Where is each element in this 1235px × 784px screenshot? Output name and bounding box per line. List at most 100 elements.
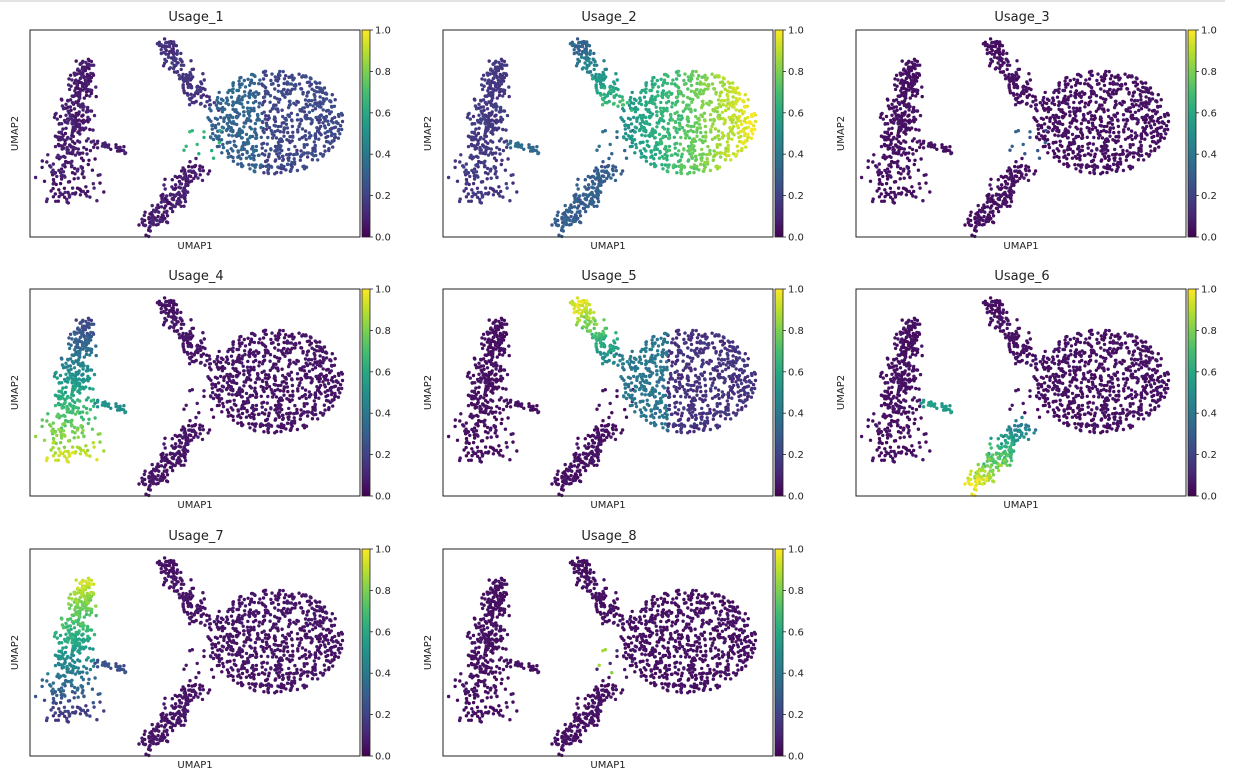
umap-point [336, 136, 341, 140]
umap-point [885, 167, 890, 171]
umap-point [1099, 129, 1103, 134]
umap-point [1108, 126, 1113, 130]
umap-point [607, 172, 611, 176]
umap-point [57, 188, 61, 192]
umap-point [653, 102, 657, 106]
umap-point [900, 146, 904, 151]
umap-point [299, 154, 303, 159]
umap-point [568, 218, 572, 223]
umap-point [465, 115, 470, 120]
umap-point [704, 134, 708, 138]
umap-point [1114, 152, 1119, 156]
umap-point [1014, 160, 1018, 164]
umap-point [472, 130, 477, 134]
umap-point [897, 140, 901, 144]
umap-point [495, 145, 499, 150]
umap-point [644, 83, 648, 88]
umap-point [1012, 82, 1016, 87]
umap-point [300, 127, 305, 131]
umap-point [243, 121, 248, 125]
umap-point [242, 147, 246, 151]
umap-point [982, 214, 986, 219]
umap-point [66, 121, 70, 125]
umap-point [1077, 144, 1081, 149]
umap-point [252, 109, 256, 113]
umap-point [713, 127, 718, 131]
umap-point [181, 72, 185, 77]
umap-point [1047, 98, 1051, 103]
umap-point [269, 165, 274, 169]
umap-point [287, 156, 291, 160]
umap-point [1159, 136, 1163, 140]
umap-point [740, 148, 744, 153]
umap-point [989, 57, 993, 62]
umap-point [997, 197, 1002, 202]
umap-point [74, 93, 78, 97]
umap-point [504, 139, 509, 143]
umap-point [506, 157, 510, 161]
umap-point [895, 108, 899, 113]
umap-point [284, 92, 289, 96]
umap-point [237, 101, 241, 105]
umap-point [633, 130, 637, 134]
umap-point [292, 157, 296, 161]
umap-point [324, 135, 328, 140]
umap-point [888, 118, 893, 123]
umap-point [505, 186, 509, 190]
umap-point [989, 187, 993, 191]
umap-point [213, 116, 218, 121]
umap-point [1056, 103, 1061, 108]
umap-point [700, 114, 705, 119]
umap-point [534, 149, 539, 153]
umap-point [1000, 57, 1004, 61]
umap-point [159, 51, 163, 56]
umap-point [1043, 140, 1047, 145]
umap-point [318, 131, 322, 135]
umap-point [904, 128, 909, 132]
umap-point [312, 89, 317, 93]
umap-point [191, 75, 195, 79]
umap-point [71, 140, 75, 144]
umap-point [592, 51, 596, 56]
umap-point [165, 198, 169, 202]
umap-point [577, 211, 582, 215]
umap-point [500, 58, 504, 63]
umap-point [70, 164, 74, 168]
umap-point [253, 130, 257, 134]
umap-point [677, 159, 682, 163]
umap-point [687, 136, 692, 140]
umap-point [1105, 170, 1109, 175]
umap-point [227, 118, 231, 123]
umap-point [264, 386, 269, 390]
umap-point [288, 102, 292, 107]
umap-point [602, 174, 606, 179]
umap-point [1011, 176, 1015, 180]
umap-point [330, 93, 334, 97]
umap-point [172, 51, 176, 56]
umap-point [635, 119, 639, 124]
umap-point [675, 110, 679, 114]
umap-point [583, 185, 587, 189]
umap-point [193, 163, 198, 168]
umap-point [583, 178, 587, 182]
umap-point [1152, 108, 1156, 113]
umap-point [242, 113, 246, 118]
umap-point [652, 97, 656, 102]
umap-point [333, 132, 337, 137]
umap-point [1114, 135, 1118, 139]
umap-point [522, 147, 526, 151]
umap-point [236, 96, 240, 101]
umap-point [302, 145, 306, 149]
umap-point [1144, 81, 1148, 85]
umap-point [618, 100, 622, 104]
umap-point [85, 109, 89, 114]
umap-point [708, 168, 713, 173]
umap-point [653, 136, 657, 140]
umap-point [299, 149, 303, 153]
umap-point [1085, 125, 1089, 130]
umap-point [731, 152, 736, 156]
umap-point [907, 66, 912, 71]
umap-point [872, 153, 876, 157]
umap-point [709, 100, 713, 104]
umap-point [1013, 164, 1017, 169]
